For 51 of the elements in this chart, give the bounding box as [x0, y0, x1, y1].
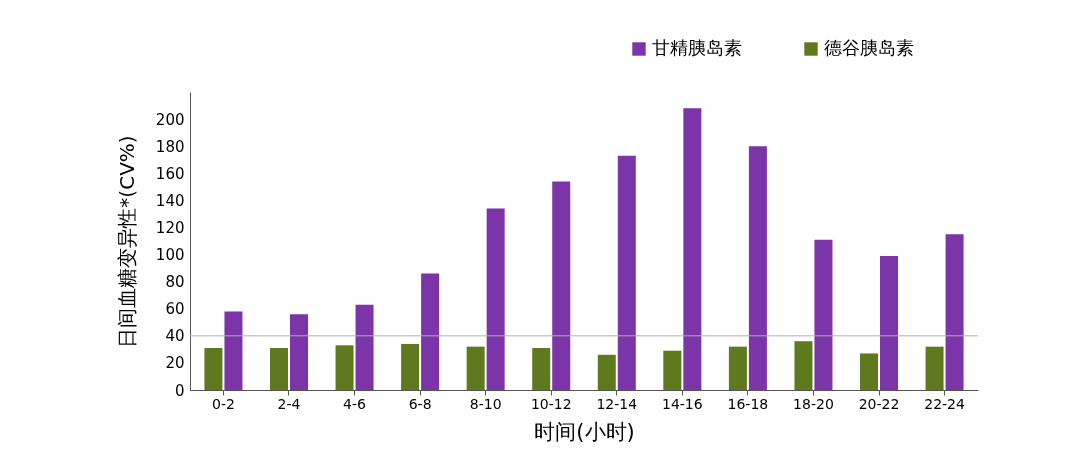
- y-tick-label: 140: [155, 191, 185, 210]
- legend-label: 德谷胰岛素: [824, 37, 914, 58]
- y-tick-label: 200: [155, 110, 185, 129]
- y-tick-label: 40: [165, 327, 185, 346]
- bar: [597, 354, 616, 390]
- bar: [814, 239, 833, 390]
- bar: [683, 108, 702, 390]
- bar: [925, 346, 944, 390]
- x-tick-label: 4-6: [343, 395, 367, 412]
- x-tick-label: 16-18: [727, 395, 769, 412]
- bar: [486, 208, 505, 390]
- bar: [552, 181, 571, 390]
- bar: [860, 353, 879, 390]
- legend-label: 甘精胰岛素: [652, 37, 742, 58]
- bar: [617, 155, 636, 390]
- y-tick-label: 20: [165, 354, 185, 373]
- y-axis-title: 日间血糖变异性*(CV%): [114, 135, 139, 348]
- bar: [945, 234, 964, 390]
- y-tick-label: 120: [155, 218, 185, 237]
- x-tick-label: 10-12: [530, 395, 572, 412]
- x-tick-label: 6-8: [408, 395, 432, 412]
- bar: [355, 304, 374, 390]
- x-tick-label: 18-20: [793, 395, 834, 412]
- x-tick-label: 22-24: [924, 395, 965, 412]
- bar: [748, 146, 767, 390]
- x-tick-label: 20-22: [858, 395, 900, 412]
- x-tick-label: 2-4: [277, 395, 301, 412]
- bar: [880, 255, 899, 390]
- bar: [663, 350, 682, 390]
- bar: [224, 311, 243, 390]
- bar: [269, 348, 288, 390]
- bar: [335, 345, 354, 390]
- x-tick-label: 14-16: [661, 395, 703, 412]
- y-tick-label: 160: [155, 164, 185, 183]
- y-tick-label: 80: [165, 273, 185, 292]
- bar: [728, 346, 747, 390]
- y-tick-label: 0: [174, 381, 185, 400]
- bar: [794, 341, 813, 390]
- x-tick-label: 0-2: [212, 395, 235, 412]
- y-tick-label: 100: [155, 246, 185, 265]
- x-axis-title: 时间(小时): [534, 419, 635, 444]
- bar: [401, 343, 420, 390]
- bar: [466, 346, 485, 390]
- bar: [532, 348, 551, 390]
- bar: [289, 314, 308, 390]
- y-tick-label: 60: [165, 300, 185, 319]
- y-tick-label: 180: [155, 137, 185, 156]
- x-tick-label: 12-14: [596, 395, 638, 412]
- bar: [204, 348, 223, 390]
- bar: [421, 273, 440, 390]
- x-tick-label: 8-10: [469, 395, 502, 412]
